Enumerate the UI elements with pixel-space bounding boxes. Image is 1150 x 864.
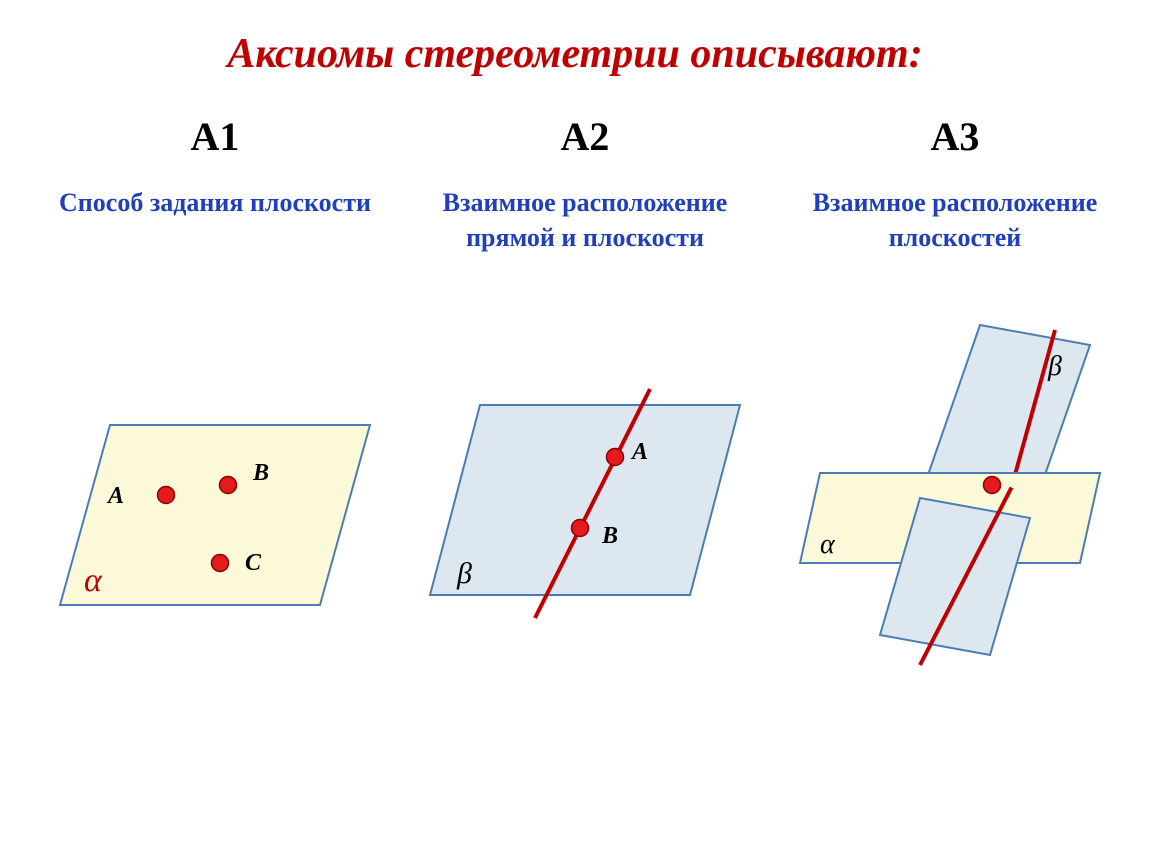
diagram-a1: α A B C (40, 365, 390, 685)
diagram-a3-svg: αβ (780, 365, 1130, 685)
diagram-a3: αβ (780, 365, 1130, 685)
svg-text:B: B (601, 523, 618, 549)
column-a1: А1 Способ задания плоскости α A B C (40, 113, 390, 685)
axiom-label-a3: А3 (931, 113, 980, 160)
svg-text:β: β (1047, 351, 1062, 382)
axiom-desc-a3: Взаимное расположение плоскостей (780, 185, 1130, 335)
svg-text:A: A (630, 439, 648, 465)
svg-text:C: C (245, 550, 262, 576)
svg-text:A: A (106, 483, 124, 509)
diagram-a2-svg: β A B (410, 365, 760, 685)
axiom-desc-a1: Способ задания плоскости (59, 185, 371, 335)
columns-container: А1 Способ задания плоскости α A B C А2 Взаи… (40, 113, 1110, 685)
svg-text:α: α (820, 529, 836, 560)
diagram-a2: β A B (410, 365, 760, 685)
axiom-label-a2: А2 (561, 113, 610, 160)
column-a3: А3 Взаимное расположение плоскостей αβ (780, 113, 1130, 685)
column-a2: А2 Взаимное расположение прямой и плоско… (410, 113, 760, 685)
svg-text:β: β (456, 557, 472, 590)
diagram-a1-svg: α A B C (40, 365, 390, 685)
axiom-label-a1: А1 (191, 113, 240, 160)
main-title: Аксиомы стереометрии описывают: (40, 30, 1110, 78)
axiom-desc-a2: Взаимное расположение прямой и плоскости (410, 185, 760, 335)
svg-text:α: α (84, 562, 103, 599)
svg-text:B: B (252, 460, 269, 486)
